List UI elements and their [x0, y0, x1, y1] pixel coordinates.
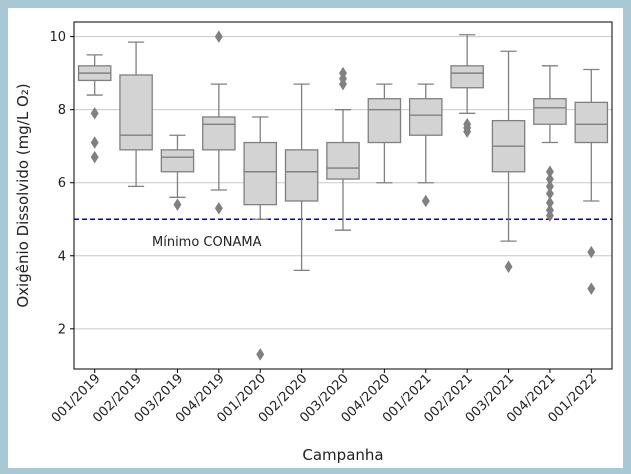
chart-frame: 2 4 6 8 10 001/2019 002/2019 003/2019 004/2019 0… [8, 8, 623, 468]
box-body [574, 101, 609, 144]
outlier-point [256, 348, 265, 361]
y-tick-label: 2 [58, 322, 66, 337]
y-tick-label: 4 [58, 249, 66, 264]
x-axis-label: Campanha [302, 446, 383, 464]
y-axis-ticks: 2 4 6 8 10 [49, 30, 74, 337]
box-plot-chart: 2 4 6 8 10 001/2019002/2019003/2019004/20190… [14, 21, 613, 464]
x-axis-ticks: 001/2019002/2019003/2019004/2019001/2020… [49, 369, 600, 426]
outlier-point [421, 194, 430, 208]
box-body [119, 74, 153, 151]
box-004-2020 [367, 83, 402, 184]
outlier-point [90, 150, 99, 164]
outlier-point [587, 282, 596, 295]
outlier-point [90, 136, 99, 149]
box-body [367, 98, 402, 144]
box-body [243, 141, 278, 206]
outlier-point [214, 30, 223, 43]
y-axis-label: Oxigênio Dissolvido (mg/L O₂) [14, 83, 32, 307]
box-body [160, 149, 195, 173]
box-002-2020 [284, 83, 319, 272]
boxes-group [77, 30, 609, 361]
box-001-2021 [408, 83, 443, 208]
outlier-point [587, 245, 596, 259]
box-002-2019 [119, 41, 153, 188]
box-003-2020 [326, 66, 360, 231]
outlier-point [214, 202, 223, 215]
outlier-point [173, 198, 182, 211]
box-004-2021 [533, 65, 567, 222]
box-001-2020 [243, 116, 278, 361]
box-003-2021 [491, 50, 526, 273]
outlier-point [504, 260, 513, 273]
outlier-point [339, 66, 347, 80]
outlier-point [90, 107, 99, 120]
box-body [202, 116, 236, 151]
box-body [533, 98, 567, 125]
box-002-2021 [450, 34, 484, 138]
box-body [450, 65, 484, 89]
box-body [408, 98, 443, 136]
outlier-point [545, 209, 554, 222]
box-001-2022 [574, 68, 609, 295]
box-003-2019 [160, 134, 195, 211]
y-tick-label: 10 [49, 30, 66, 45]
box-001-2019 [77, 54, 112, 164]
y-tick-label: 6 [58, 176, 66, 191]
box-body [284, 149, 319, 202]
y-tick-label: 8 [58, 103, 66, 118]
box-004-2019 [202, 30, 236, 215]
reference-line-label: Mínimo CONAMA [152, 235, 262, 250]
box-body [326, 141, 360, 180]
outlier-point [463, 125, 472, 138]
